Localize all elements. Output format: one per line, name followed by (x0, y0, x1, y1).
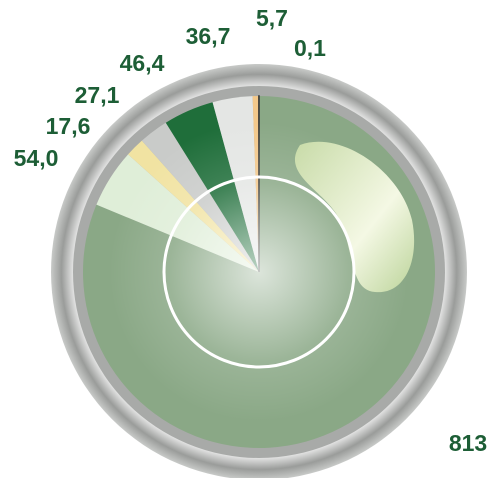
value-label: 27,1 (75, 82, 120, 108)
value-label: 17,6 (46, 113, 91, 139)
value-label: 46,4 (120, 50, 165, 76)
value-label: 5,7 (256, 5, 288, 31)
value-label: 54,0 (14, 145, 59, 171)
value-label: 813 (449, 430, 487, 456)
highlight (294, 141, 415, 293)
inner-circle (162, 175, 356, 369)
value-label: 0,1 (294, 35, 326, 61)
value-label: 36,7 (186, 23, 231, 49)
